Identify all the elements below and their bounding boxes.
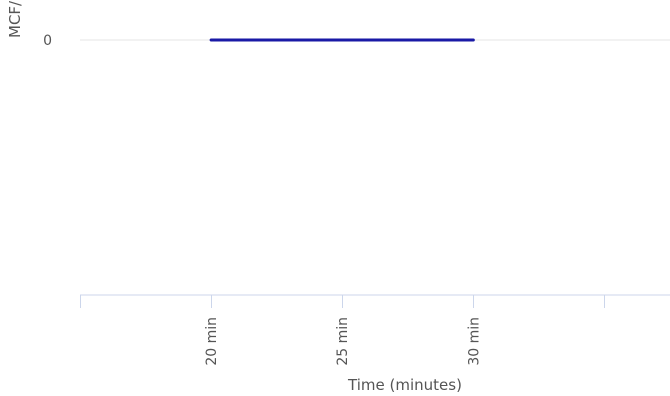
y-tick-label: 0 — [43, 33, 52, 49]
y-axis-title: MCF/D — [6, 0, 24, 38]
x-axis-ticks: 20 min 25 min 30 min — [204, 317, 482, 366]
x-tick-label: 30 min — [466, 317, 482, 366]
x-axis — [80, 294, 670, 308]
x-axis-title: Time (minutes) — [347, 376, 462, 394]
x-tick-label: 20 min — [204, 317, 220, 366]
x-tick-label: 25 min — [335, 317, 351, 366]
y-axis-ticks: 0 — [43, 33, 52, 49]
